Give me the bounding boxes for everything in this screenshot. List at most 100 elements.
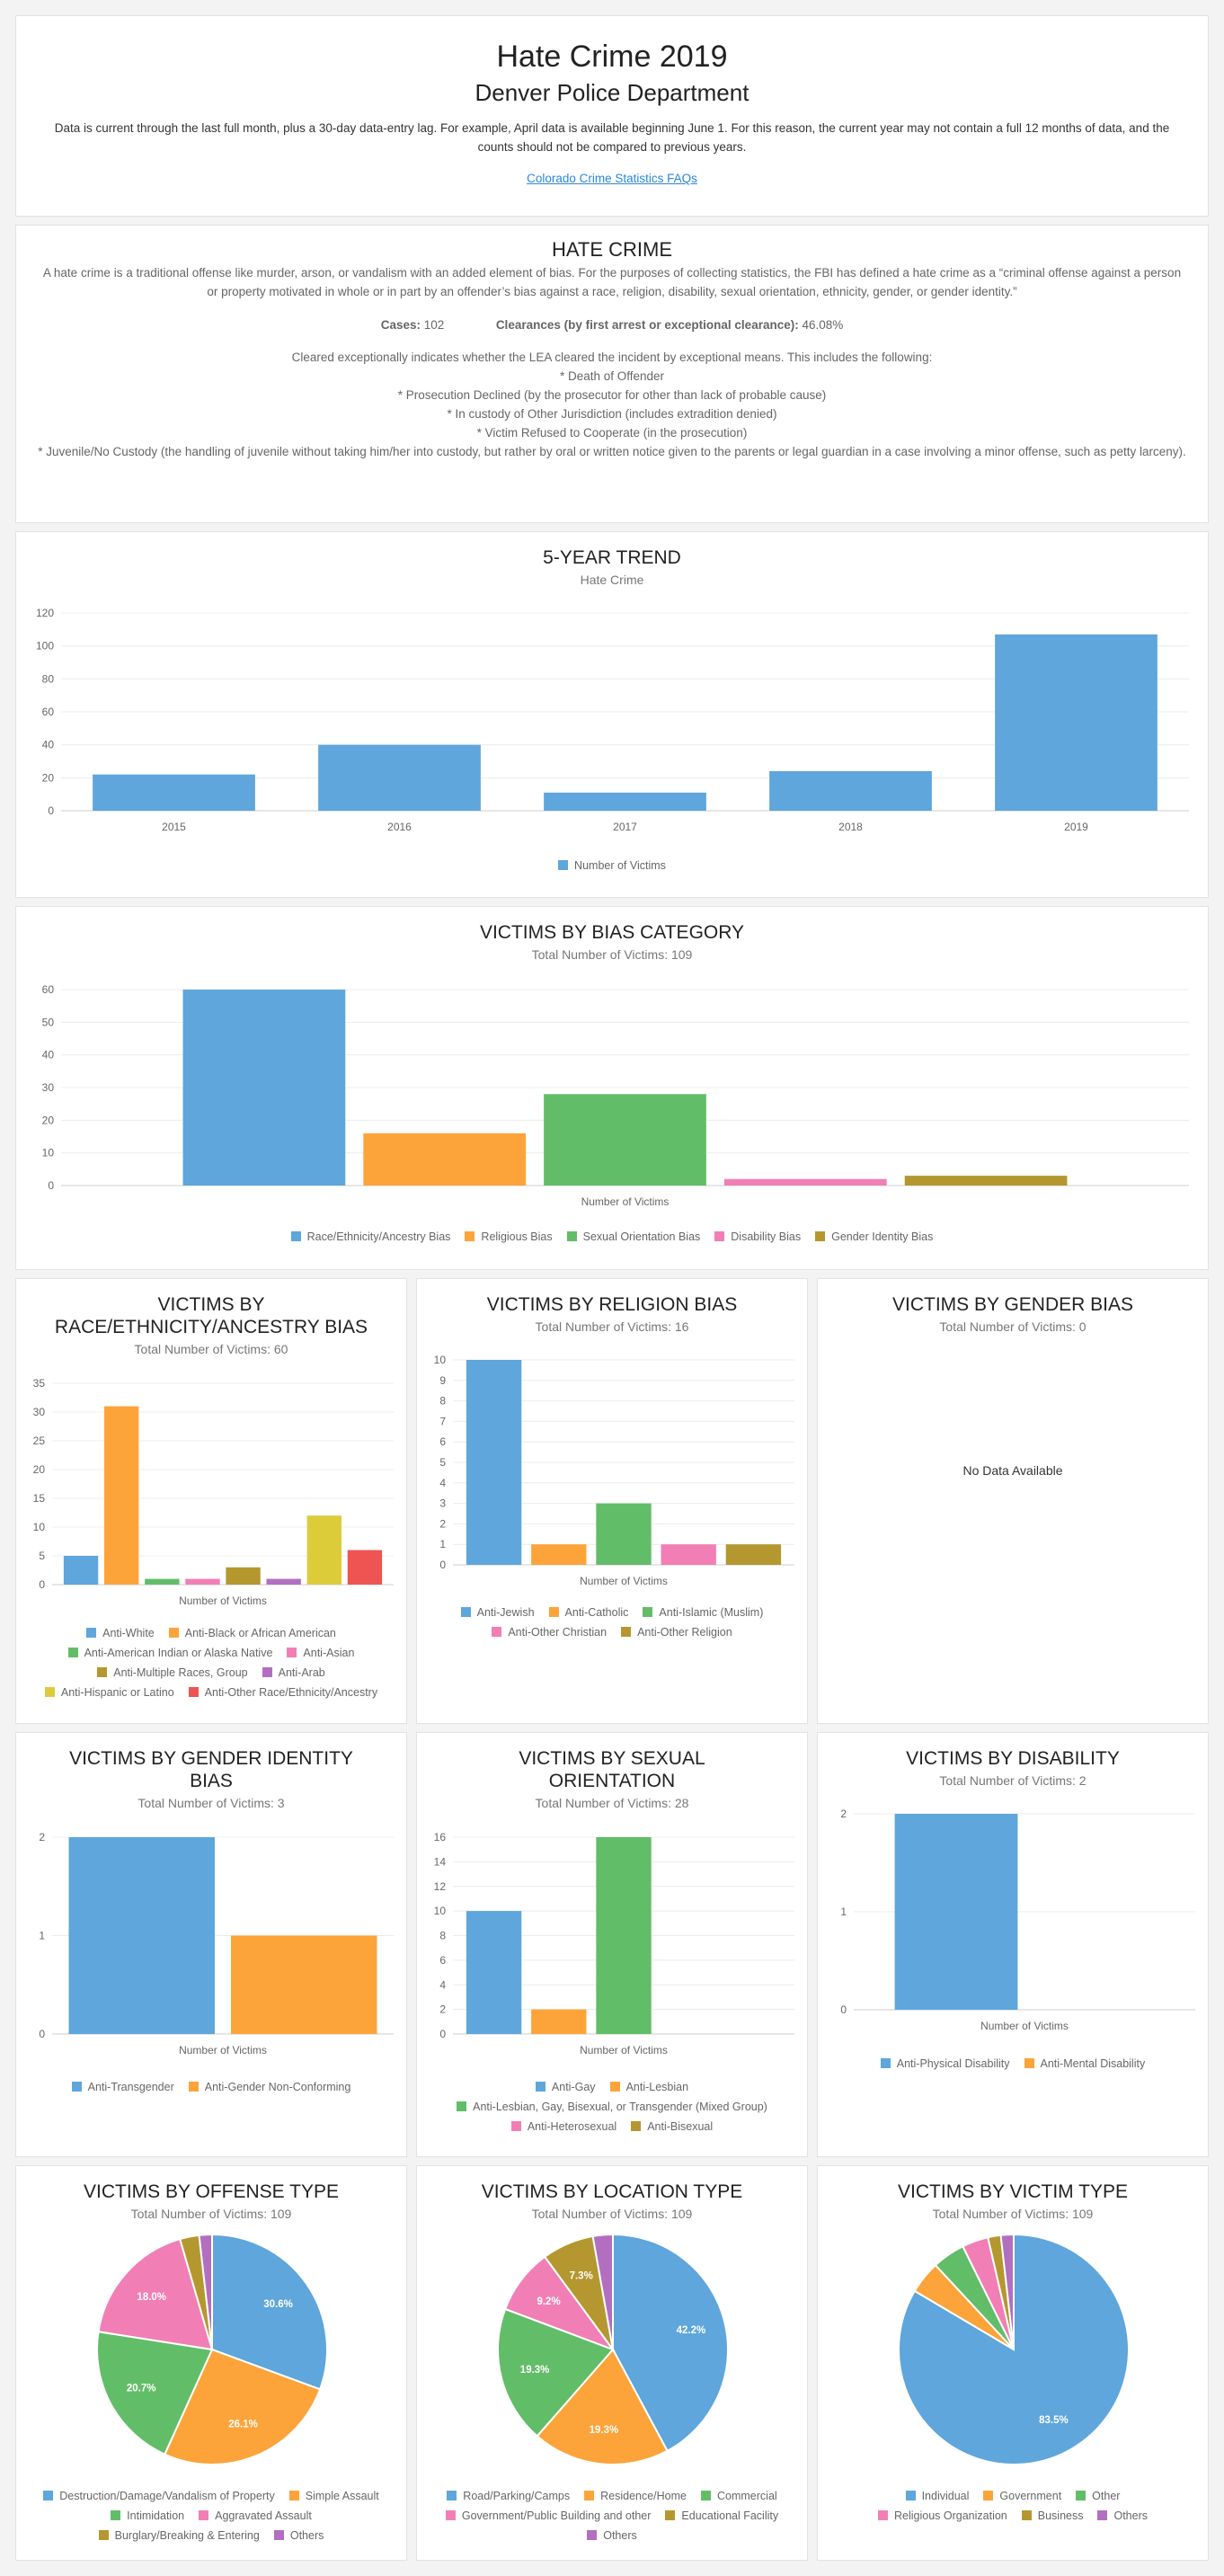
legend-item[interactable]: Anti-Catholic [548,1603,629,1622]
header-panel: Hate Crime 2019 Denver Police Department… [15,15,1209,217]
legend-swatch [548,1607,559,1617]
cleared-item: * In custody of Other Jurisdiction (incl… [447,407,777,421]
legend-item[interactable]: Anti-Jewish [460,1603,535,1622]
cases-value: 102 [423,318,445,332]
legend-item[interactable]: Anti-Gender Non-Conforming [188,2077,350,2097]
slice-label: 20.7% [127,2384,156,2394]
legend-item[interactable]: Religious Organization [877,2506,1007,2526]
legend-item[interactable]: Disability Bias [714,1227,801,1247]
chart-legend: Number of Victims [25,856,1199,875]
legend-swatch [815,1231,826,1241]
legend-item[interactable]: Others [587,2526,637,2545]
gender-identity-panel: VICTIMS BY GENDER IDENTITY BIAS Total Nu… [15,1732,407,2157]
legend-item[interactable]: Anti-Physical Disability [880,2054,1010,2074]
y-tick-label: 9 [439,1374,446,1387]
y-tick-label: 1 [39,1930,45,1942]
legend-item[interactable]: Anti-Mental Disability [1024,2054,1146,2074]
legend-item[interactable]: Individual [905,2486,969,2506]
legend-label: Anti-Heterosexual [527,2120,617,2133]
legend-swatch [262,1667,272,1677]
cleared-item: * Juvenile/No Custody (the handling of j… [38,445,1186,458]
legend-swatch [43,2491,54,2500]
legend-item[interactable]: Anti-Multiple Races, Group [97,1663,248,1683]
legend-item[interactable]: Intimidation [111,2506,184,2526]
legend-item[interactable]: Number of Victims [558,856,666,875]
legend-item[interactable]: Anti-Gay [535,2077,596,2097]
bar [185,1578,220,1585]
legend-swatch [465,1231,475,1241]
bar [544,1094,706,1186]
legend-label: Number of Victims [574,859,666,872]
legend-item[interactable]: Others [273,2526,324,2545]
bar [661,1544,716,1565]
x-axis-label: Number of Victims [179,1594,267,1607]
legend-item[interactable]: Anti-American Indian or Alaska Native [67,1643,273,1663]
legend-item[interactable]: Business [1021,2506,1083,2526]
legend-item[interactable]: Government/Public Building and other [445,2506,652,2526]
legend-item[interactable]: Anti-Black or African American [168,1623,336,1643]
pie-slice [497,2307,615,2438]
y-tick-label: 8 [439,1930,446,1942]
chart-legend: Anti-Physical Disability Anti-Mental Disa… [827,2054,1199,2074]
legend-item[interactable]: Destruction/Damage/Vandalism of Property [43,2486,275,2506]
legend-item[interactable]: Other [1076,2486,1120,2506]
legend-label: Anti-Mental Disability [1040,2057,1146,2070]
legend-item[interactable]: Anti-Bisexual [631,2117,713,2136]
legend-item[interactable]: Educational Facility [665,2506,778,2526]
legend-item[interactable]: Anti-White [86,1623,155,1643]
y-tick-label: 4 [439,1477,446,1489]
legend-label: Anti-American Indian or Alaska Native [84,1647,273,1659]
legend-item[interactable]: Burglary/Breaking & Entering [98,2526,260,2545]
y-tick-label: 6 [439,1954,446,1967]
legend-swatch [535,2082,545,2092]
legend-item[interactable]: Anti-Heterosexual [510,2117,617,2136]
bias-panel: VICTIMS BY BIAS CATEGORY Total Number of… [15,906,1209,1270]
legend-item[interactable]: Commercial [701,2486,777,2506]
legend-item[interactable]: Anti-Lesbian [609,2077,689,2097]
legend-item[interactable]: Simple Assault [288,2486,379,2506]
y-tick-label: 0 [439,1559,446,1571]
y-tick-label: 0 [48,1179,54,1192]
legend-label: Anti-Other Christian [508,1626,608,1639]
legend-swatch [643,1607,653,1617]
legend-item[interactable]: Residence/Home [584,2486,687,2506]
legend-item[interactable]: Sexual Orientation Bias [566,1227,700,1247]
legend-item[interactable]: Anti-Transgender [71,2077,174,2097]
legend-item[interactable]: Gender Identity Bias [815,1227,933,1247]
legend-label: Anti-Catholic [564,1606,629,1619]
offense-pie: 30.6% 26.1% 20.7% 18.0% [96,2233,328,2465]
y-tick-label: 120 [36,607,54,619]
legend-item[interactable]: Government [983,2486,1061,2506]
pie-slice [591,2233,614,2350]
legend-item[interactable]: Road/Parking/Camps [447,2486,570,2506]
legend-item[interactable]: Race/Ethnicity/Ancestry Bias [290,1227,450,1247]
legend-item[interactable]: Anti-Islamic (Muslim) [643,1603,763,1622]
legend-item[interactable]: Anti-Lesbian, Gay, Bisexual, or Transgen… [457,2097,767,2117]
legend-item[interactable]: Aggravated Assault [199,2506,312,2526]
legend-item[interactable]: Religious Bias [465,1227,553,1247]
chart-title: VICTIMS BY GENDER IDENTITY BIAS [69,1748,353,1792]
legend-item[interactable]: Anti-Other Race/Ethnicity/Ancestry [188,1683,377,1702]
race-panel: VICTIMS BY RACE/ETHNICITY/ANCESTRY BIAS … [15,1278,407,1724]
legend-item[interactable]: Anti-Other Religion [621,1622,732,1642]
victim-type-panel: VICTIMS BY VICTIM TYPE Total Number of V… [817,2165,1209,2561]
y-tick-label: 30 [33,1406,46,1418]
y-tick-label: 10 [434,1905,447,1917]
slice-label: 9.2% [537,2296,560,2307]
chart-subtitle: Total Number of Victims: 60 [134,1342,288,1356]
legend-label: Government/Public Building and other [461,2509,652,2522]
legend-item[interactable]: Anti-Hispanic or Latino [44,1683,174,1702]
y-tick-label: 2 [39,1831,45,1843]
legend-item[interactable]: Anti-Other Christian [492,1622,607,1642]
faq-link[interactable]: Colorado Crime Statistics FAQs [527,172,697,185]
disability-chart: 0 1 2 Number of Victims [840,1808,1195,2032]
y-tick-label: 20 [42,1114,55,1126]
legend-item[interactable]: Anti-Asian [287,1643,354,1663]
legend-label: Anti-Lesbian [625,2081,689,2093]
x-tick-label: 2017 [613,821,637,833]
legend-item[interactable]: Others [1097,2506,1148,2526]
chart-legend: Anti-Gay Anti-Lesbian Anti-Lesbian, Gay, B… [426,2077,798,2136]
legend-item[interactable]: Anti-Arab [262,1663,325,1683]
chart-subtitle: Hate Crime [580,573,644,587]
bar [531,1544,587,1565]
